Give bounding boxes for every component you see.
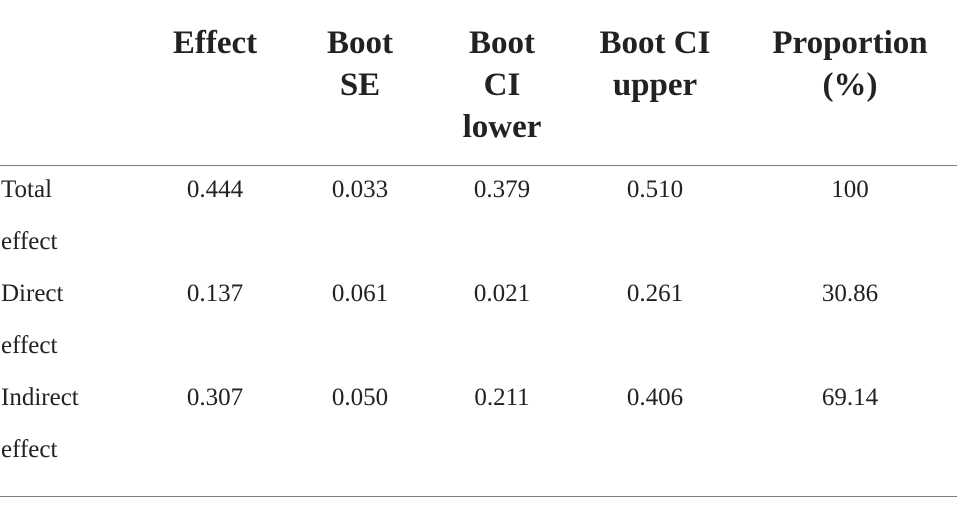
row-label: Indirect effect xyxy=(1,372,131,476)
cell-boot-ci-lower: 0.211 xyxy=(474,384,530,411)
header-boot-ci-lower-line1: Boot xyxy=(469,25,535,61)
header-effect: Effect xyxy=(145,22,285,64)
header-boot-ci-upper: Boot CI upper xyxy=(580,22,730,106)
header-proportion-line1: Proportion xyxy=(772,25,928,61)
row-label: Total effect xyxy=(1,164,131,268)
header-boot-ci-lower-line2: CI xyxy=(483,67,521,103)
header-effect-line1: Effect xyxy=(172,25,258,61)
row-label-line1: Indirect xyxy=(1,384,79,411)
cell-boot-se: 0.033 xyxy=(331,176,389,203)
row-label-line2: effect xyxy=(1,332,58,359)
row-label-line1: Direct xyxy=(1,280,64,307)
cell-boot-se: 0.050 xyxy=(331,384,389,411)
cell-boot-ci-lower: 0.021 xyxy=(473,280,531,307)
header-proportion: Proportion (%) xyxy=(755,22,945,106)
cell-boot-ci-upper: 0.261 xyxy=(626,280,684,307)
row-label-line1: Total xyxy=(1,176,53,203)
cell-effect: 0.137 xyxy=(186,280,244,307)
cell-boot-ci-upper: 0.510 xyxy=(626,176,684,203)
table-row: Indirect effect 0.307 0.050 0.211 0.406 … xyxy=(0,372,957,476)
cell-proportion: 30.86 xyxy=(821,280,879,307)
header-boot-se: Boot SE xyxy=(295,22,425,106)
header-proportion-line2: (%) xyxy=(822,67,878,103)
header-boot-ci-upper-line2: upper xyxy=(612,67,698,103)
table-row: Total effect 0.444 0.033 0.379 0.510 100 xyxy=(0,164,957,268)
table-row: Direct effect 0.137 0.061 0.021 0.261 30… xyxy=(0,268,957,372)
cell-proportion: 100 xyxy=(831,176,869,203)
cell-proportion: 69.14 xyxy=(821,384,879,411)
header-boot-ci-upper-line1: Boot CI xyxy=(599,25,711,61)
row-label: Direct effect xyxy=(1,268,131,372)
cell-boot-ci-upper: 0.406 xyxy=(626,384,684,411)
cell-boot-se: 0.061 xyxy=(331,280,389,307)
cell-boot-ci-lower: 0.379 xyxy=(473,176,531,203)
header-boot-se-line2: SE xyxy=(339,67,381,103)
bottom-rule xyxy=(0,496,957,497)
cell-effect: 0.307 xyxy=(186,384,244,411)
header-rule xyxy=(0,165,957,166)
cell-effect: 0.444 xyxy=(186,176,244,203)
header-boot-se-line1: Boot xyxy=(327,25,393,61)
row-label-line2: effect xyxy=(1,228,58,255)
header-boot-ci-lower-line3: lower xyxy=(462,109,542,145)
header-boot-ci-lower: Boot CI lower xyxy=(437,22,567,148)
row-label-line2: effect xyxy=(1,436,58,463)
